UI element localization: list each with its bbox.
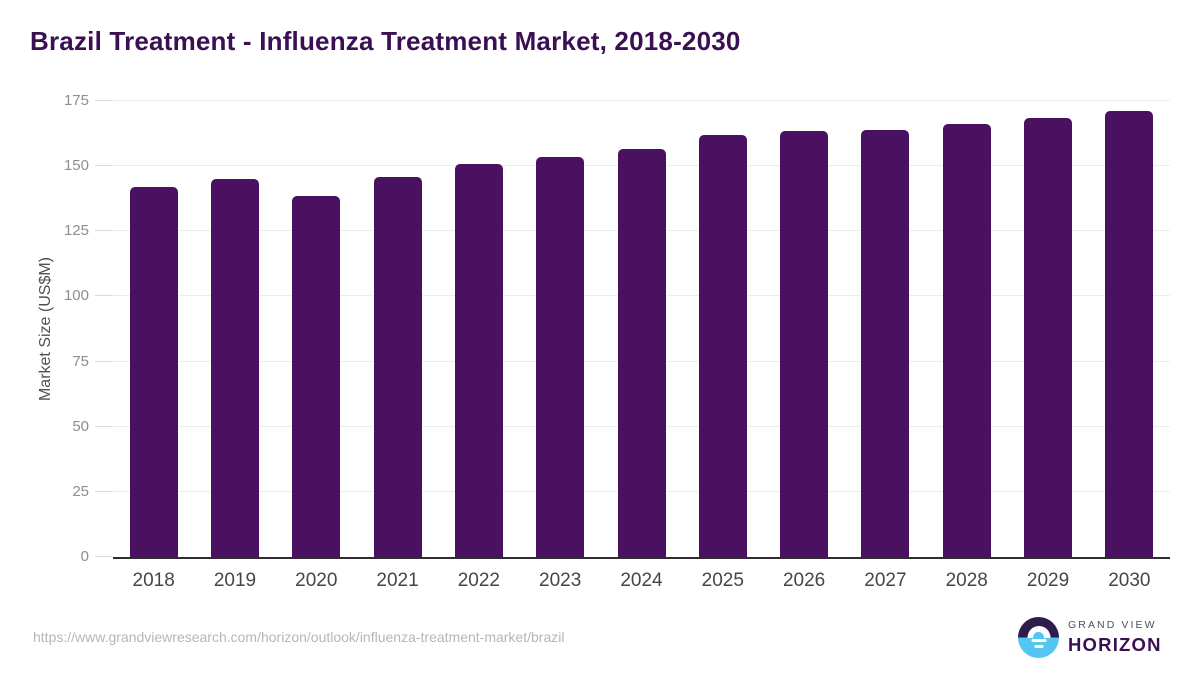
y-tick-label: 100	[63, 287, 89, 305]
y-axis-tick	[95, 556, 113, 557]
x-tick-label: 2027	[864, 570, 907, 591]
brand-logo: GRAND VIEW HORIZON	[1018, 617, 1162, 658]
x-tick-label: 2029	[1026, 570, 1070, 591]
x-tick-label: 2023	[539, 570, 582, 591]
grand-view-horizon-logo-icon	[1018, 617, 1059, 658]
y-tick-label: 125	[63, 222, 89, 240]
logo-reflection-line-icon	[1034, 645, 1043, 648]
y-tick-label: 150	[63, 157, 89, 175]
y-axis-tick	[95, 360, 113, 362]
source-url: https://www.grandviewresearch.com/horizo…	[33, 629, 565, 645]
x-tick-label: 2024	[620, 570, 663, 591]
x-tick-label: 2025	[701, 570, 744, 591]
y-tick-label: 25	[72, 482, 89, 500]
bar-2019[interactable]	[210, 179, 259, 557]
bar-2028[interactable]	[942, 124, 991, 557]
y-tick-label: 75	[72, 352, 89, 370]
logo-reflection-line-icon	[1031, 639, 1046, 642]
bar-2022[interactable]	[454, 163, 503, 557]
y-axis-title: Market Size (US$M)	[37, 256, 54, 402]
logo-sun-arch-hole	[1033, 631, 1044, 638]
bar-2025[interactable]	[698, 134, 747, 557]
logo-sun-arch-icon	[1027, 625, 1050, 638]
bar-2021[interactable]	[373, 176, 422, 557]
bar-2020[interactable]	[292, 196, 341, 557]
y-axis-tick	[95, 165, 113, 167]
chart-title: Brazil Treatment - Influenza Treatment M…	[30, 26, 741, 56]
bar-2027[interactable]	[861, 129, 910, 557]
logo-product-name: HORIZON	[1068, 634, 1162, 655]
x-tick-label: 2022	[457, 570, 501, 591]
logo-text: GRAND VIEW HORIZON	[1068, 619, 1162, 656]
x-tick-label: 2019	[213, 570, 257, 591]
x-tick-label: 2021	[376, 570, 419, 591]
bar-2018[interactable]	[129, 187, 178, 557]
y-axis-tick	[95, 100, 113, 101]
bar-2030[interactable]	[1105, 111, 1154, 557]
y-axis-tick	[95, 425, 113, 427]
bar-2024[interactable]	[617, 149, 666, 557]
bar-2026[interactable]	[780, 130, 829, 557]
x-tick-label: 2020	[295, 570, 338, 591]
plot-area: 0 25 50 75 100 125 150 175 2018 2019 2020 2021 2022 2…	[64, 93, 1170, 591]
logo-brand-name: GRAND VIEW	[1068, 619, 1157, 631]
x-tick-label: 2018	[132, 570, 175, 591]
gridline	[113, 100, 1170, 101]
y-axis-tick	[95, 230, 113, 232]
bar-2023[interactable]	[536, 157, 585, 557]
y-tick-label: 0	[80, 548, 89, 565]
y-axis-tick	[95, 490, 113, 492]
bar-2029[interactable]	[1024, 117, 1073, 557]
y-tick-label: 50	[72, 417, 89, 435]
x-tick-label: 2026	[782, 570, 826, 591]
y-tick-label: 175	[63, 92, 89, 109]
x-tick-label: 2028	[945, 570, 988, 591]
x-tick-label: 2030	[1108, 570, 1151, 591]
y-axis-tick	[95, 295, 113, 297]
